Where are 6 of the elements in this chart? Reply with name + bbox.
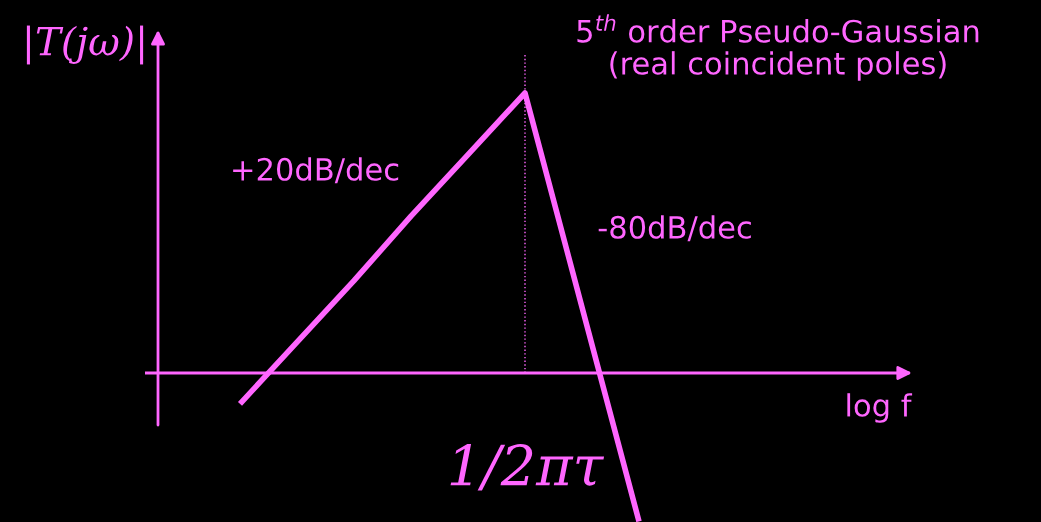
text: 5$^{th}$ order Pseudo-Gaussian (real coincident poles) [577, 14, 979, 81]
y-axis-title: |T(jω)| [26, 25, 144, 65]
annotation: +20dB/dec [233, 157, 399, 184]
annotation: -80dB/dec [598, 215, 751, 242]
text: 1/2πτ [450, 444, 605, 491]
text: log f [847, 393, 913, 423]
